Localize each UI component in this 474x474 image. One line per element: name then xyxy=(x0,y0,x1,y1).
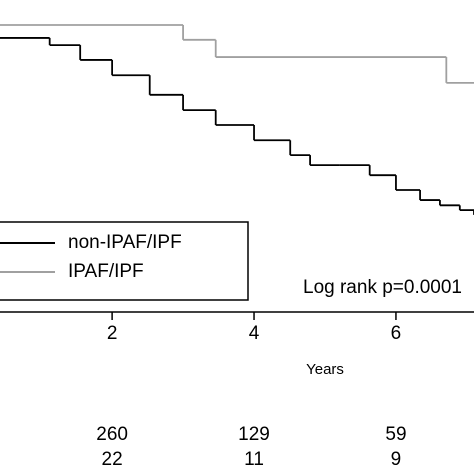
legend-box xyxy=(0,221,249,301)
annotation: Log rank p=0.0001 xyxy=(303,277,462,298)
legend-label: IPAF/IPF xyxy=(68,261,144,282)
x-axis-label: Years xyxy=(306,361,344,378)
at-risk-count: 129 xyxy=(238,424,270,445)
at-risk-count: 9 xyxy=(391,449,402,470)
legend-label: non-IPAF/IPF xyxy=(68,232,182,253)
x-tick-label: 6 xyxy=(391,323,402,344)
at-risk-count: 260 xyxy=(96,424,128,445)
at-risk-count: 11 xyxy=(244,449,264,470)
x-tick-label: 4 xyxy=(249,323,260,344)
at-risk-count: 59 xyxy=(385,424,406,445)
x-tick-label: 2 xyxy=(107,323,118,344)
at-risk-count: 22 xyxy=(102,449,123,470)
